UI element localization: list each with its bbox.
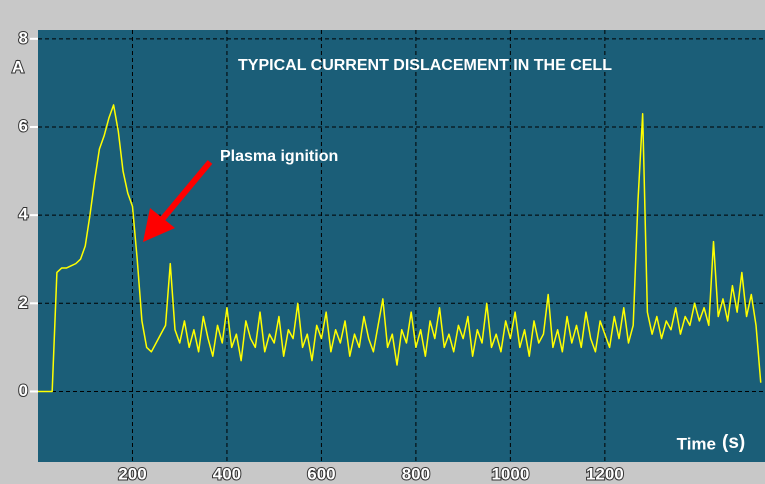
data-line [38, 104, 762, 393]
y-tick-label: 4 [19, 205, 29, 224]
arrow-shaft [157, 160, 213, 224]
x-axis-label: Time [677, 434, 716, 453]
x-tick-label: 1000 [491, 464, 529, 483]
y-tick-label: 2 [19, 293, 28, 312]
x-tick-label: 1200 [586, 464, 624, 483]
arrow-head [143, 208, 175, 242]
annotation: Plasma ignition [220, 148, 338, 165]
y-axis-label: A [12, 57, 24, 76]
x-tick-label: 800 [402, 464, 430, 483]
x-axis-unit: (s) [722, 432, 745, 453]
y-tick-label: 8 [19, 28, 28, 47]
x-tick-label: 600 [307, 464, 335, 483]
y-tick-label: 0 [19, 381, 28, 400]
x-tick-label: 400 [213, 464, 241, 483]
chart-title: TYPICAL CURRENT DISLACEMENT IN THE CELL [238, 57, 612, 74]
plot-area [38, 30, 765, 462]
y-tick-label: 6 [19, 116, 28, 135]
x-tick-label: 200 [118, 464, 146, 483]
